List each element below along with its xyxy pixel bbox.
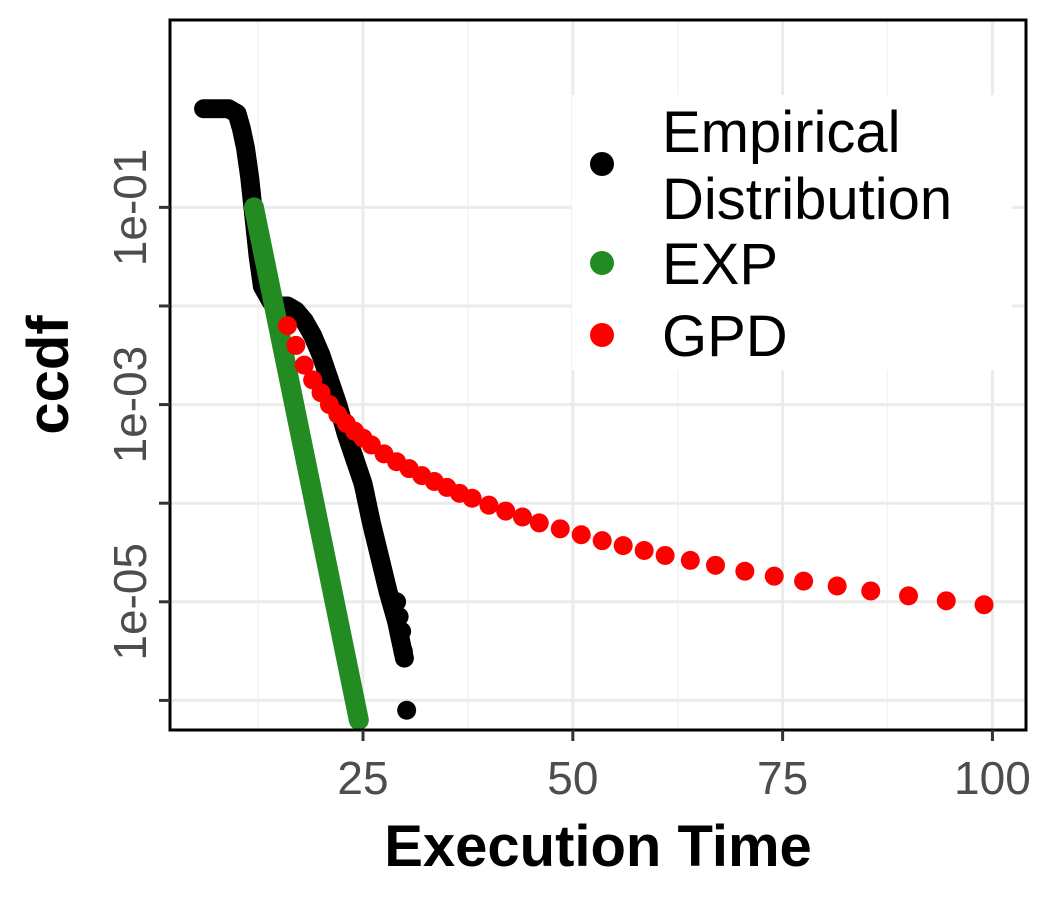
empirical-point xyxy=(387,592,407,612)
x-tick-label: 25 xyxy=(337,752,388,804)
legend-key-exp xyxy=(590,251,614,275)
gpd-point xyxy=(277,316,297,336)
legend-key-empirical-distribution xyxy=(590,152,614,176)
gpd-point xyxy=(571,525,591,545)
empirical-point xyxy=(393,641,413,661)
legend-label-gpd: GPD xyxy=(662,304,788,369)
gpd-point xyxy=(294,355,314,375)
x-tick-label: 100 xyxy=(954,752,1031,804)
series-layer xyxy=(194,99,994,731)
legend-key-gpd xyxy=(590,323,614,347)
gpd-point xyxy=(286,335,306,355)
x-tick-label: 50 xyxy=(547,752,598,804)
gpd-point xyxy=(634,541,654,561)
legend-label-exp: EXP xyxy=(662,232,778,297)
series-exp xyxy=(243,197,369,731)
legend: Empirical Distribution EXP GPD xyxy=(572,95,1012,370)
x-tick-label: 75 xyxy=(757,752,808,804)
gpd-point xyxy=(936,591,956,611)
gpd-point xyxy=(974,595,994,615)
gpd-point xyxy=(680,550,700,570)
gpd-point xyxy=(462,488,482,508)
gpd-point xyxy=(705,555,725,575)
y-tick-label: 1e-05 xyxy=(104,543,156,661)
gpd-point xyxy=(655,545,675,565)
gpd-point xyxy=(861,581,881,601)
gpd-point xyxy=(592,531,612,551)
gpd-point xyxy=(550,519,570,539)
gpd-point xyxy=(794,571,814,591)
x-axis-title: Execution Time xyxy=(384,814,812,879)
gpd-point xyxy=(479,495,499,515)
series-gpd xyxy=(277,316,994,615)
gpd-point xyxy=(899,586,919,606)
gpd-point xyxy=(529,513,549,533)
gpd-point xyxy=(613,536,633,556)
empirical-point xyxy=(389,607,409,627)
legend-label-empirical-distribution-line-1: Empirical xyxy=(662,100,901,165)
gpd-point xyxy=(827,576,847,596)
legend-label-empirical-distribution-line-2: Distribution xyxy=(662,167,952,232)
empirical-point xyxy=(397,700,417,720)
plot-border xyxy=(168,18,1028,732)
exp-line xyxy=(243,197,369,731)
y-tick-label: 1e-01 xyxy=(104,149,156,267)
y-tick-label: 1e-03 xyxy=(104,346,156,464)
gpd-point xyxy=(735,561,755,581)
gpd-point xyxy=(496,501,516,521)
empirical-point xyxy=(392,621,412,641)
legend-background xyxy=(572,95,1012,370)
gpd-point xyxy=(512,507,532,527)
y-axis-title: ccdf xyxy=(16,315,81,435)
gpd-point xyxy=(764,566,784,586)
axes: 25 50 75 100 1e-05 1e-03 1e-01 xyxy=(104,149,1031,804)
